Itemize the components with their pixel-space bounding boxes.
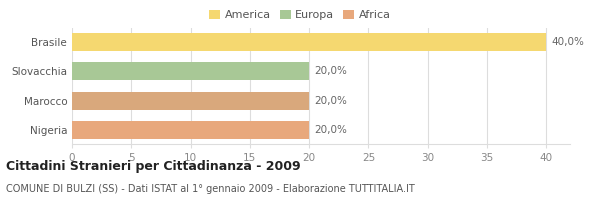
Bar [72,62,309,80]
Legend: America, Europa, Africa: America, Europa, Africa [205,6,395,25]
Text: 20,0%: 20,0% [314,66,347,76]
Text: Cittadini Stranieri per Cittadinanza - 2009: Cittadini Stranieri per Cittadinanza - 2… [6,160,301,173]
Text: 40,0%: 40,0% [551,37,584,47]
Text: 20,0%: 20,0% [314,96,347,106]
Bar [72,121,309,139]
Text: 20,0%: 20,0% [314,125,347,135]
Bar [72,33,546,51]
Bar [72,92,309,110]
Text: COMUNE DI BULZI (SS) - Dati ISTAT al 1° gennaio 2009 - Elaborazione TUTTITALIA.I: COMUNE DI BULZI (SS) - Dati ISTAT al 1° … [6,184,415,194]
